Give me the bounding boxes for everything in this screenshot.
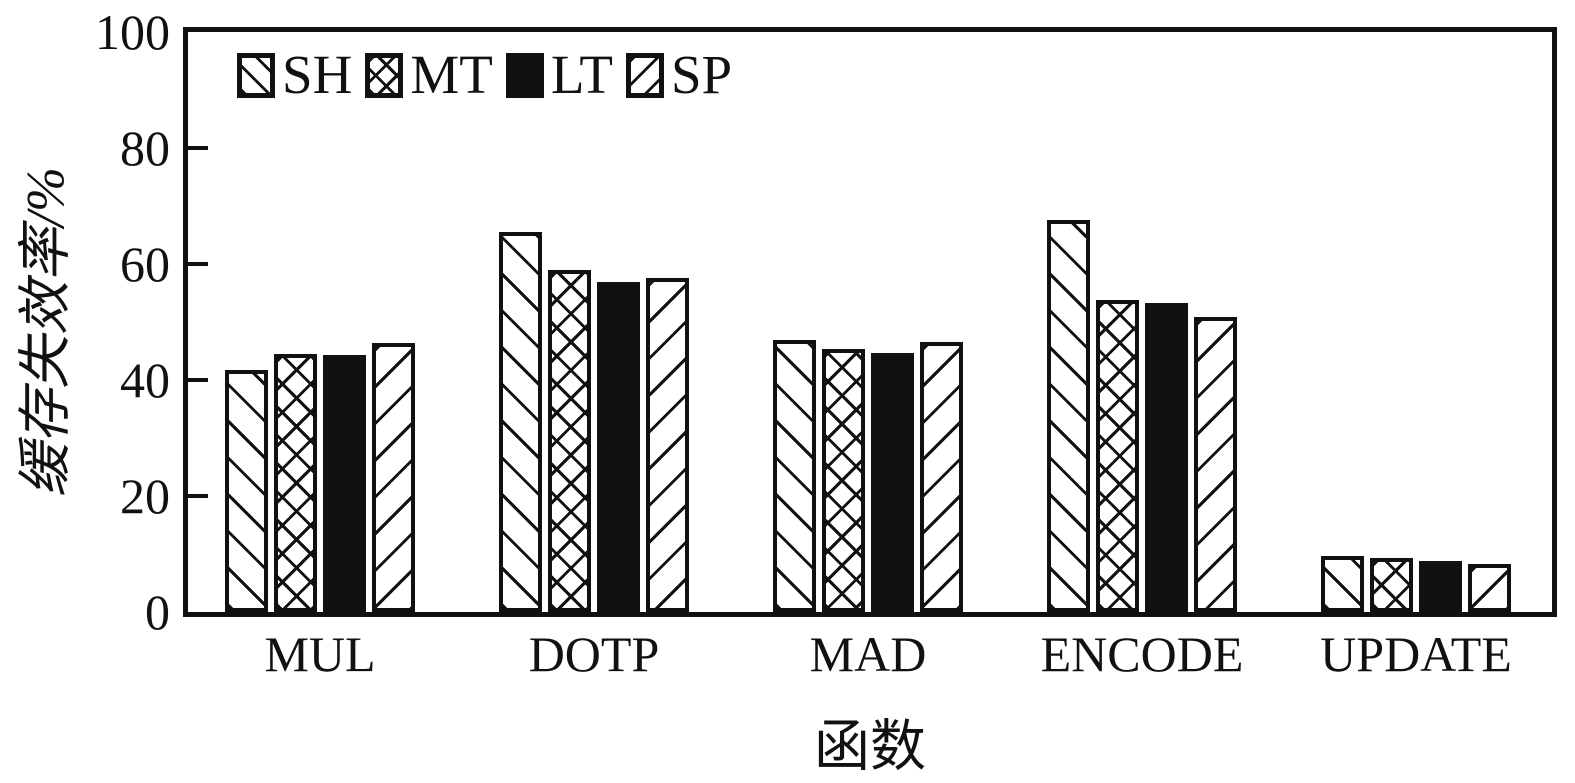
bar-sh-dotp — [499, 232, 542, 612]
plot-frame: SH MT LT SP — [183, 27, 1557, 617]
bar-lt-mul — [323, 355, 366, 612]
y-tick-mark-40 — [188, 378, 208, 382]
bar-sp-dotp — [646, 278, 689, 612]
y-tick-label-100: 100 — [95, 4, 170, 60]
bar-lt-dotp — [597, 282, 640, 612]
x-category-label-dotp: DOTP — [528, 626, 660, 682]
legend-label-sp: SP — [670, 44, 733, 105]
y-tick-mark-20 — [188, 494, 208, 498]
y-tick-label-40: 40 — [120, 352, 170, 408]
y-axis-title: 缓存失效率/% — [15, 167, 76, 497]
bar-sp-encode — [1194, 317, 1237, 612]
y-tick-mark-80 — [188, 146, 208, 150]
legend-label-sh: SH — [282, 44, 353, 105]
bar-lt-update — [1419, 561, 1462, 612]
bar-mt-dotp — [548, 270, 591, 612]
x-category-label-mul: MUL — [264, 626, 376, 682]
legend-item-sp: SP — [625, 44, 733, 105]
bar-mt-mul — [274, 354, 317, 612]
x-category-label-update: UPDATE — [1320, 626, 1512, 682]
bar-sp-mad — [920, 342, 963, 612]
bar-lt-mad — [871, 353, 914, 612]
bar-sp-mul — [372, 343, 415, 612]
bar-mt-encode — [1096, 300, 1139, 612]
bar-sh-mul — [225, 370, 268, 612]
x-category-label-encode: ENCODE — [1040, 626, 1244, 682]
legend: SH MT LT SP — [237, 46, 745, 104]
bar-mt-mad — [822, 349, 865, 612]
bar-lt-encode — [1145, 303, 1188, 612]
legend-swatch-mt-icon — [365, 52, 404, 98]
bar-sp-update — [1468, 564, 1511, 612]
x-axis-title: 函数 — [814, 716, 926, 779]
legend-swatch-lt-icon — [505, 52, 544, 98]
bar-sh-update — [1321, 556, 1364, 612]
legend-label-mt: MT — [410, 44, 493, 105]
legend-item-lt: LT — [505, 44, 613, 105]
bar-mt-update — [1370, 558, 1413, 612]
bar-sh-mad — [773, 340, 816, 612]
bar-sh-encode — [1047, 220, 1090, 612]
y-tick-label-80: 80 — [120, 120, 170, 176]
y-tick-label-20: 20 — [120, 468, 170, 524]
legend-item-mt: MT — [365, 46, 493, 104]
y-tick-mark-60 — [188, 262, 208, 266]
x-category-label-mad: MAD — [809, 626, 927, 682]
legend-label-lt: LT — [550, 44, 613, 105]
legend-item-sh: SH — [237, 46, 352, 104]
legend-swatch-sp-icon — [625, 52, 664, 98]
y-tick-label-60: 60 — [120, 236, 170, 292]
y-tick-label-0: 0 — [145, 584, 170, 640]
legend-swatch-sh-icon — [237, 52, 275, 98]
